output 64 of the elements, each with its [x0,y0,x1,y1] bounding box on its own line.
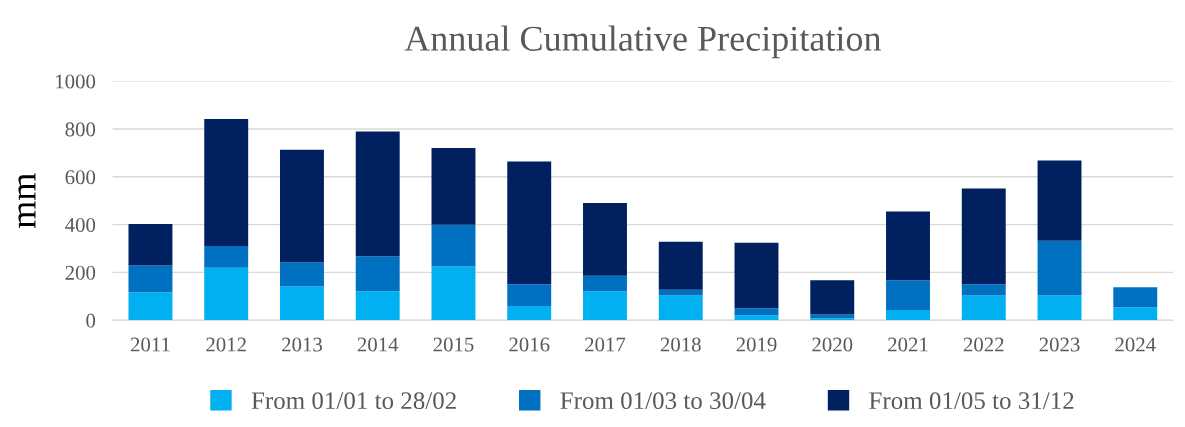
bar [734,308,779,316]
bar [431,148,476,225]
x-tick-label: 2022 [963,337,1004,352]
legend-label: From 01/03 to 30/04 [560,392,766,410]
bar [431,224,476,267]
bar [583,275,627,292]
x-tick-label: 2024 [1115,337,1156,352]
bar [886,280,930,310]
y-tick-label: 400 [65,217,96,233]
x-tick-label: 2016 [509,337,550,352]
bar [734,242,779,309]
bar [1113,307,1158,321]
y-tick-label: 200 [65,265,96,280]
x-tick-label: 2015 [433,337,474,352]
y-tick-label: 1000 [56,74,96,89]
bar [507,284,552,306]
bar [810,280,855,315]
bar [583,203,627,276]
bar [961,188,1006,285]
bar [279,286,324,321]
bar [431,266,476,321]
bar [1037,240,1082,296]
bar [961,295,1006,321]
bar [658,295,703,321]
bar [128,292,173,321]
bar [1037,295,1082,321]
x-tick-label: 2014 [357,337,399,352]
x-tick-label: 2011 [130,337,170,352]
bar [1037,160,1082,241]
bar [204,267,249,321]
bar [583,291,627,321]
bar [886,309,930,321]
bar [355,256,400,292]
x-tick-label: 2018 [660,337,701,352]
x-tick-label: 2017 [585,337,626,352]
bar [355,131,400,257]
y-tick-label: 800 [65,122,96,137]
x-tick-label: 2020 [812,337,853,352]
legend-label: From 01/01 to 28/02 [251,392,456,410]
y-axis-title: mm [18,173,36,229]
bar [658,241,703,290]
legend-label: From 01/05 to 31/12 [869,392,1074,410]
x-tick-label: 2012 [206,337,246,352]
bar [507,161,552,285]
bar [279,149,324,263]
bar [658,289,703,296]
chart-title: Annual Cumulative Precipitation [404,25,881,59]
x-tick-label: 2023 [1039,337,1080,352]
bar [734,315,779,321]
bar [961,284,1006,296]
bar [204,118,249,246]
y-tick-label: 600 [65,170,96,185]
bar [886,211,930,281]
bar [279,262,324,287]
bar [507,305,552,321]
bar [1113,287,1158,308]
x-tick-label: 2019 [736,337,777,352]
x-tick-label: 2013 [282,337,322,352]
y-tick-label: 0 [86,313,96,328]
bar [355,291,400,321]
bar [128,265,173,293]
bar [128,224,173,266]
x-tick-label: 2021 [888,337,928,352]
bar [204,245,249,268]
